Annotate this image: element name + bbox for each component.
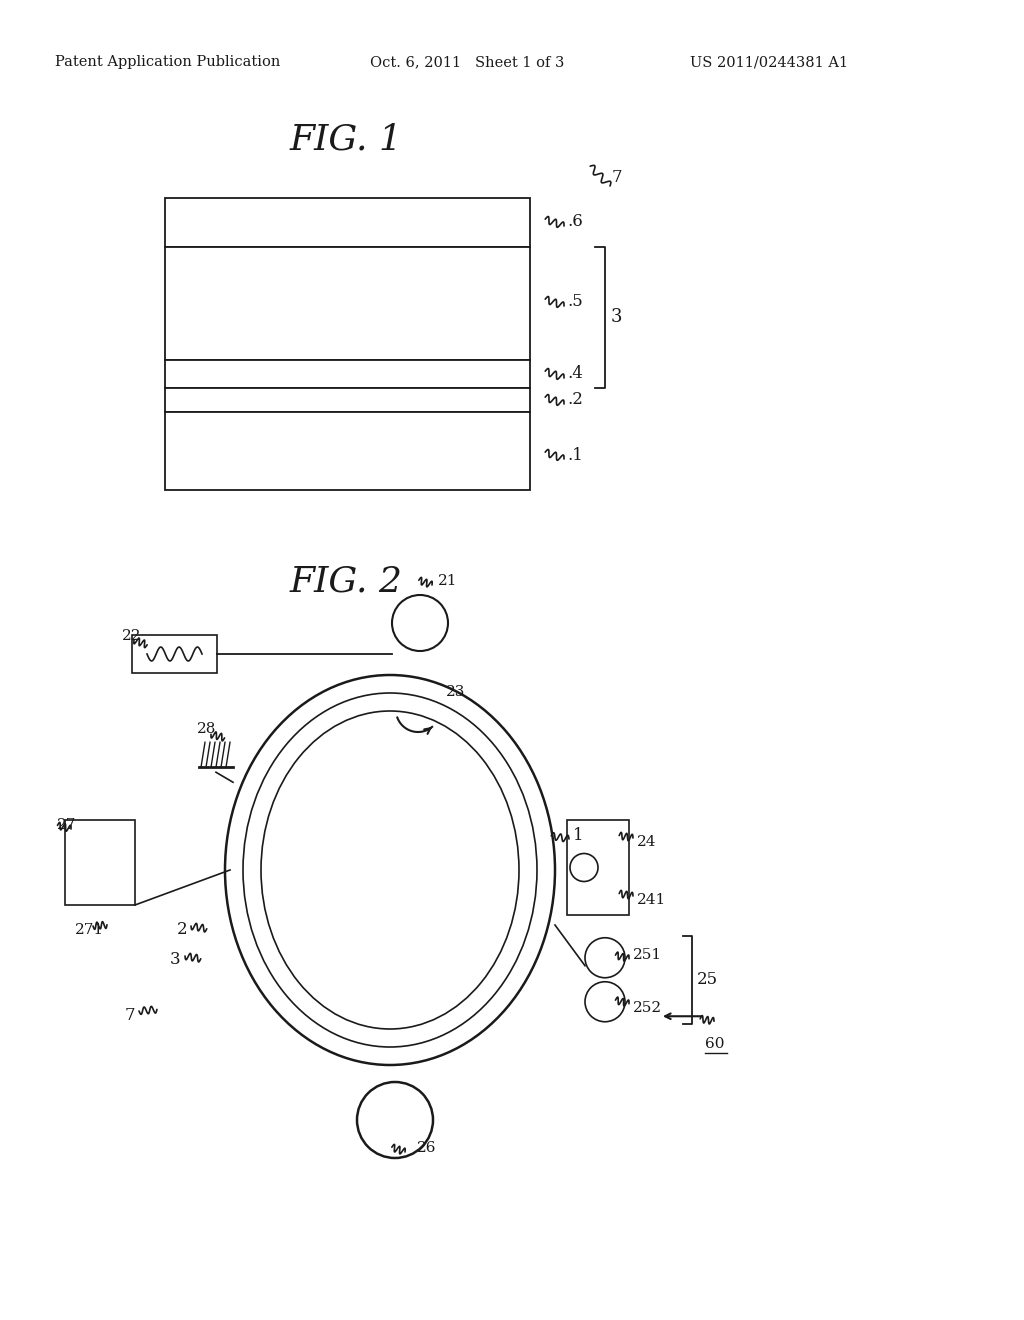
Bar bbox=[65, 820, 135, 906]
Text: 28: 28 bbox=[197, 722, 216, 737]
Bar bbox=[165, 360, 530, 388]
Text: FIG. 2: FIG. 2 bbox=[290, 565, 403, 599]
Text: 21: 21 bbox=[438, 574, 458, 587]
Text: 23: 23 bbox=[446, 685, 465, 700]
Ellipse shape bbox=[261, 711, 519, 1030]
Text: US 2011/0244381 A1: US 2011/0244381 A1 bbox=[690, 55, 848, 69]
Bar bbox=[165, 412, 530, 490]
Ellipse shape bbox=[243, 693, 537, 1047]
Text: Patent Application Publication: Patent Application Publication bbox=[55, 55, 281, 69]
Text: .5: .5 bbox=[567, 293, 583, 310]
Text: 3: 3 bbox=[170, 952, 180, 969]
Text: 2: 2 bbox=[177, 921, 187, 939]
Text: 3: 3 bbox=[611, 309, 623, 326]
Text: FIG. 1: FIG. 1 bbox=[290, 123, 403, 157]
Bar bbox=[567, 820, 629, 915]
Bar bbox=[165, 388, 530, 412]
Circle shape bbox=[570, 854, 598, 882]
Text: 22: 22 bbox=[122, 630, 141, 643]
Text: .1: .1 bbox=[567, 446, 583, 463]
Circle shape bbox=[357, 1082, 433, 1158]
Circle shape bbox=[392, 595, 449, 651]
Text: .4: .4 bbox=[567, 366, 583, 383]
Text: 241: 241 bbox=[637, 894, 667, 907]
Bar bbox=[165, 198, 530, 247]
Bar bbox=[132, 635, 217, 673]
Text: 1: 1 bbox=[573, 826, 584, 843]
Ellipse shape bbox=[225, 675, 555, 1065]
Text: 25: 25 bbox=[697, 972, 718, 989]
Text: 7: 7 bbox=[125, 1006, 135, 1023]
Text: 24: 24 bbox=[637, 836, 656, 849]
Text: 251: 251 bbox=[633, 948, 663, 962]
Text: .6: .6 bbox=[567, 214, 583, 231]
Text: 60: 60 bbox=[705, 1038, 725, 1051]
Text: Oct. 6, 2011   Sheet 1 of 3: Oct. 6, 2011 Sheet 1 of 3 bbox=[370, 55, 564, 69]
Text: 7: 7 bbox=[612, 169, 623, 186]
Text: 252: 252 bbox=[633, 1001, 663, 1015]
Circle shape bbox=[585, 982, 625, 1022]
Bar bbox=[165, 247, 530, 360]
Circle shape bbox=[585, 937, 625, 978]
Text: 271: 271 bbox=[75, 923, 104, 937]
Text: 27: 27 bbox=[57, 818, 77, 832]
Text: 26: 26 bbox=[417, 1140, 436, 1155]
Text: .2: .2 bbox=[567, 392, 583, 408]
